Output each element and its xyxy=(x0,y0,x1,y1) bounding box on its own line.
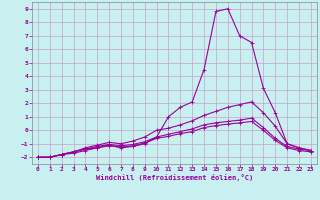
X-axis label: Windchill (Refroidissement éolien,°C): Windchill (Refroidissement éolien,°C) xyxy=(96,174,253,181)
